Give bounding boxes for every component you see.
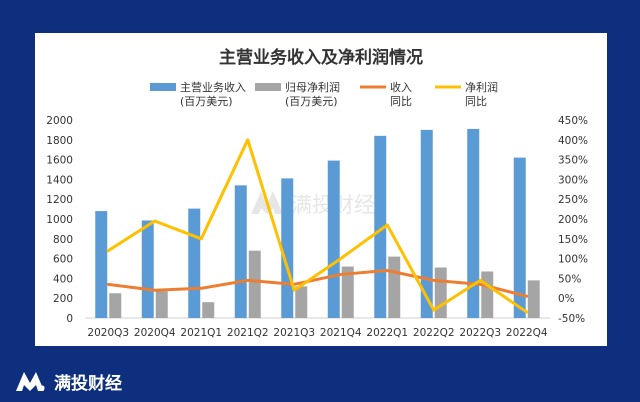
legend-label: 收入 (390, 80, 412, 94)
x-axis-tick-label: 2022Q3 (459, 327, 501, 339)
right-axis-tick-label: 300% (558, 174, 588, 186)
x-axis-tick-label: 2021Q3 (273, 327, 315, 339)
legend-swatch (255, 83, 281, 91)
revenue-bar (467, 128, 480, 318)
x-axis-tick-label: 2021Q2 (227, 327, 269, 339)
chart-title: 主营业务收入及净利润情况 (219, 48, 423, 68)
brand-logo-icon (16, 372, 45, 391)
right-axis-tick-label: 50% (558, 273, 581, 285)
net-profit-bar (295, 286, 308, 318)
revenue-bar (420, 129, 433, 318)
left-axis-tick-label: 1600 (46, 155, 73, 167)
left-axis-tick-label: 200 (53, 293, 73, 305)
x-axis-tick-label: 2021Q1 (180, 327, 222, 339)
legend-label: 归母净利润 (285, 80, 340, 94)
right-axis-tick-label: 100% (558, 254, 588, 266)
left-axis-tick-label: 1000 (46, 214, 73, 226)
net-profit-bar (434, 267, 447, 318)
net-profit-bar (481, 271, 494, 318)
watermark-logo-icon (251, 191, 283, 214)
footer-brand: 满投财经 (14, 368, 122, 394)
legend-label: 净利润 (465, 80, 498, 94)
left-axis-tick-label: 1200 (46, 194, 73, 206)
net-profit-bar (109, 293, 122, 318)
left-axis-tick-label: 400 (53, 273, 73, 285)
right-axis-tick-label: 350% (558, 155, 588, 167)
revenue-bar (234, 185, 247, 318)
legend-label: 同比 (465, 95, 487, 108)
x-axis-tick-label: 2022Q4 (506, 327, 548, 339)
right-axis-tick-label: 450% (558, 115, 588, 127)
x-axis-tick-label: 2021Q4 (320, 327, 362, 339)
x-axis-tick-label: 2022Q2 (413, 327, 455, 339)
revenue-bar (281, 178, 294, 318)
legend-label: 主营业务收入 (180, 80, 246, 94)
right-axis-tick-label: -50% (558, 313, 585, 325)
net-profit-bar (341, 266, 354, 318)
left-axis-tick-label: 2000 (46, 115, 73, 127)
legend-label: 同比 (390, 95, 412, 108)
revenue-bar (513, 157, 526, 318)
right-axis-tick-label: 150% (558, 234, 588, 246)
revenue-bar (188, 208, 201, 318)
revenue-yoy-line (106, 268, 529, 298)
left-axis-tick-label: 1800 (46, 135, 73, 147)
legend-label: (百万美元) (180, 95, 233, 108)
net-profit-bar (248, 250, 261, 318)
left-axis-tick-label: 600 (53, 254, 73, 266)
right-axis-tick-label: 0% (558, 293, 575, 305)
revenue-bar (95, 211, 108, 318)
revenue-bar (327, 160, 340, 318)
right-axis-tick-label: 200% (558, 214, 588, 226)
chart-card: 主营业务收入及净利润情况 满投财经 主营业务收入(百万美元)归母净利润(百万美元… (35, 33, 607, 346)
x-axis-tick-label: 2020Q4 (134, 327, 176, 339)
net-profit-bar (155, 291, 168, 318)
brand-name: 满投财经 (54, 373, 122, 394)
left-axis-tick-label: 800 (53, 234, 73, 246)
net-profit-yoy-line (106, 138, 529, 314)
x-axis-tick-label: 2022Q1 (366, 327, 408, 339)
right-axis-tick-label: 250% (558, 194, 588, 206)
left-axis-tick-label: 0 (66, 313, 73, 325)
left-axis-tick-label: 1400 (46, 174, 73, 186)
chart-lines (106, 138, 529, 314)
net-profit-bar (202, 302, 215, 318)
net-profit-bar (527, 280, 540, 318)
net-profit-bar (388, 256, 401, 318)
x-axis-tick-label: 2020Q3 (87, 327, 129, 339)
chart-axes: 0 200 400 600 800 1000 1200 1400 1600 1800 2000 -50… (46, 115, 588, 339)
revenue-bar (141, 220, 154, 318)
right-axis-tick-label: 400% (558, 135, 588, 147)
legend-label: (百万美元) (285, 95, 338, 108)
legend-swatch (150, 83, 176, 91)
